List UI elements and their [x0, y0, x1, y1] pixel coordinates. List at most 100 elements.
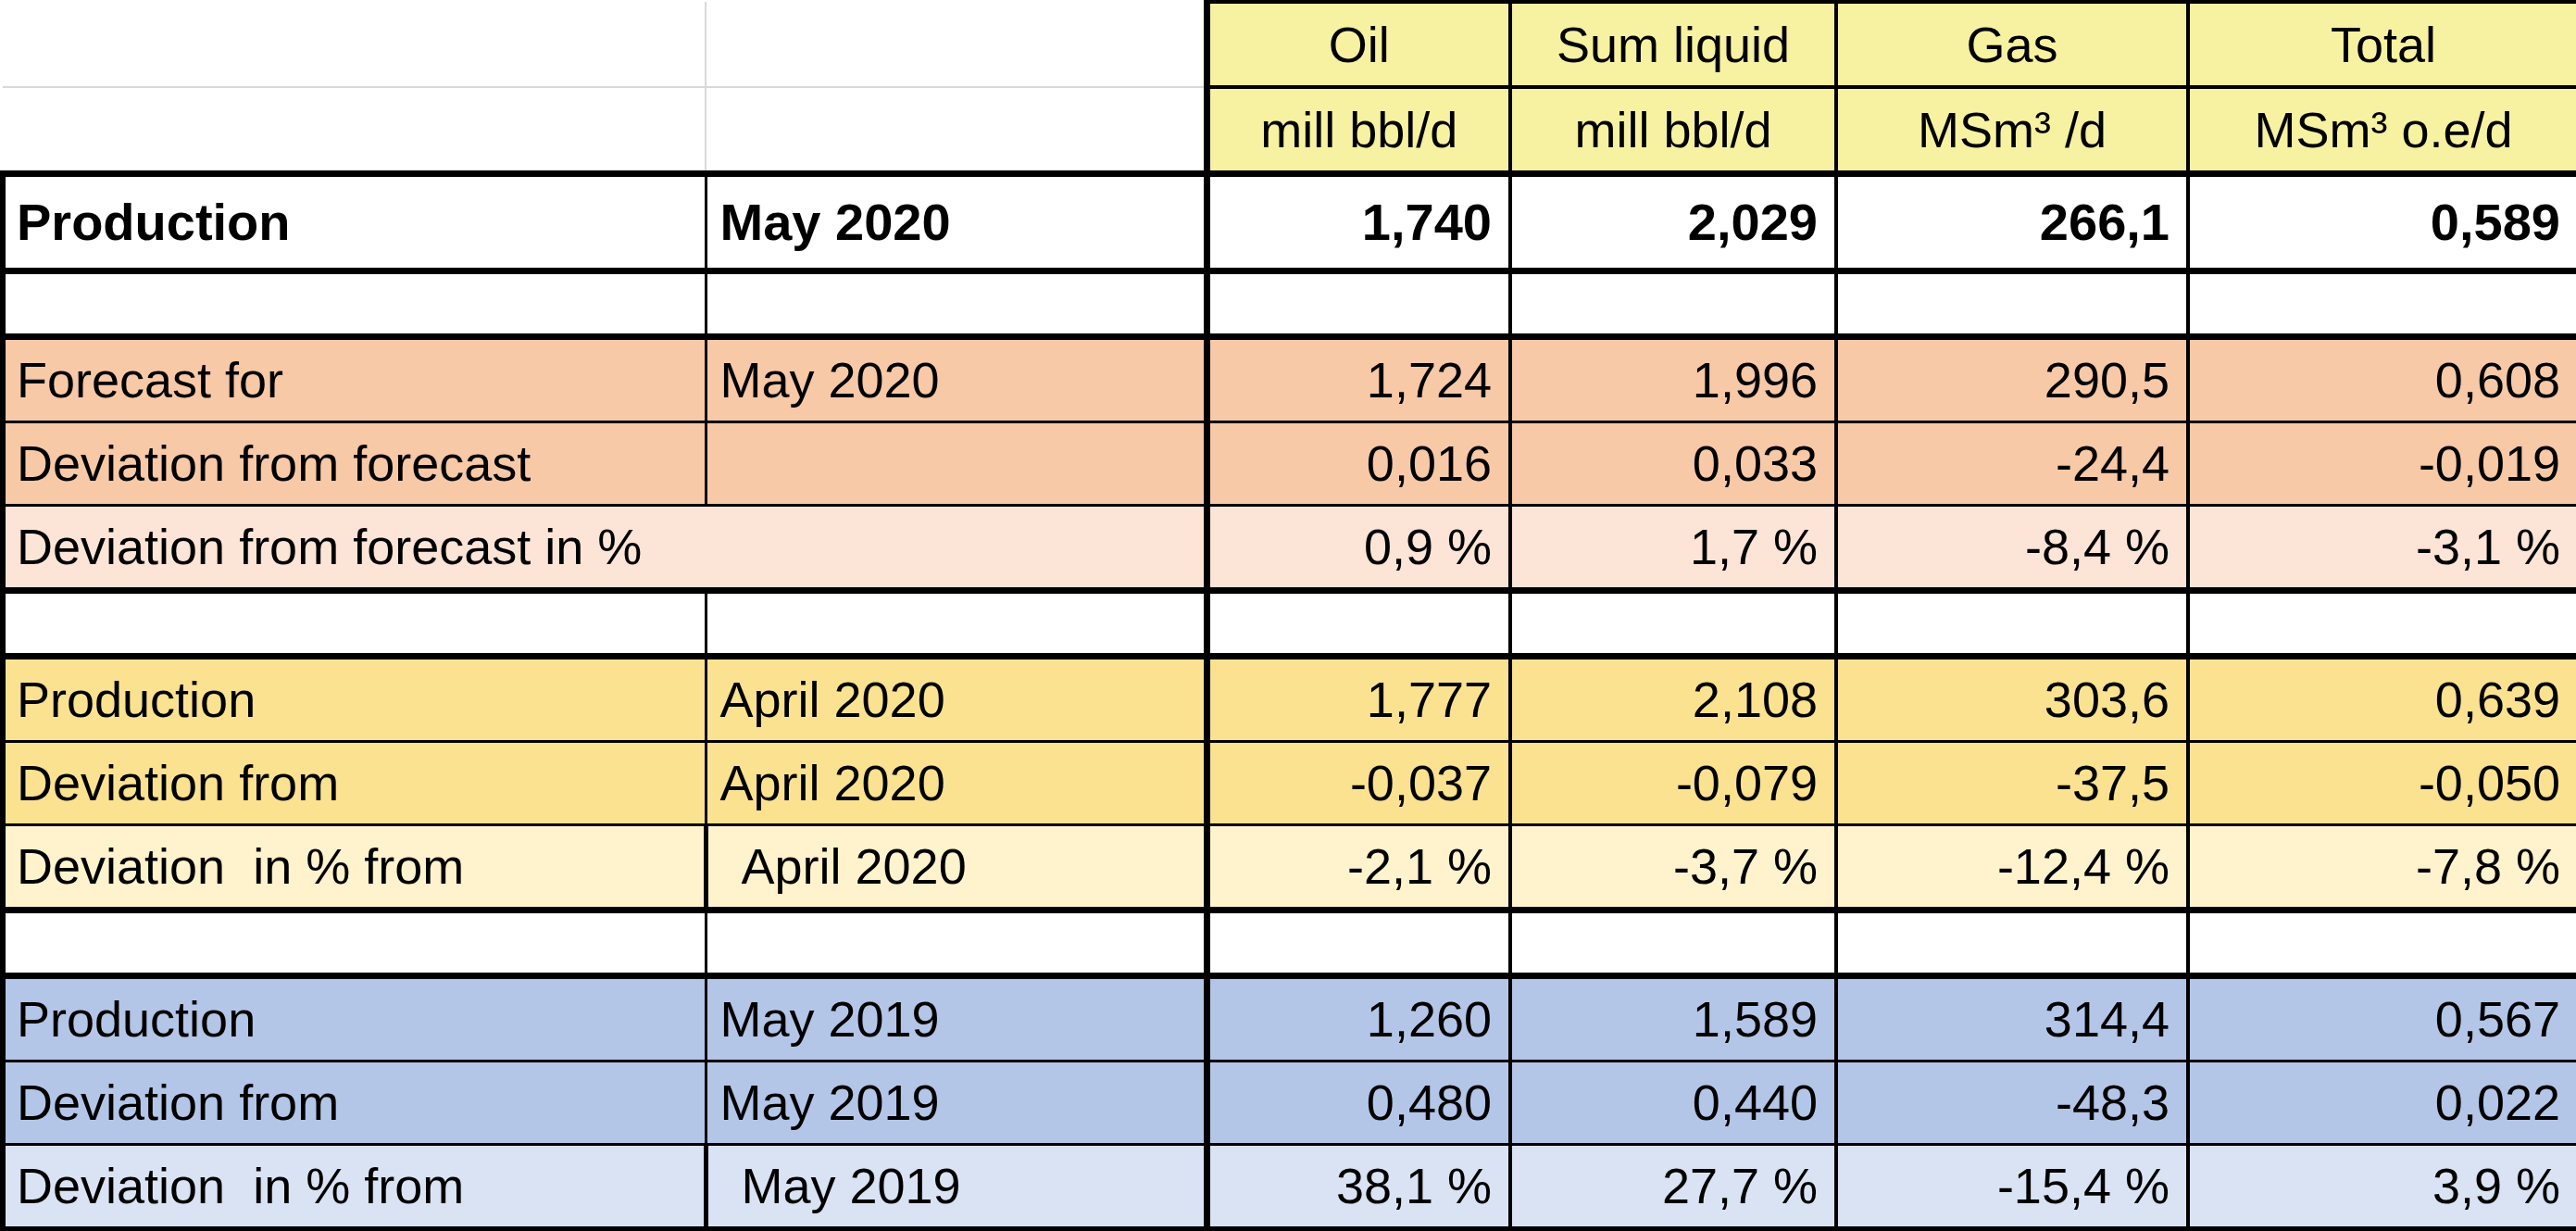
cell[interactable]: [1207, 911, 1510, 976]
row-production-april: Production April 2020 1,777 2,108 303,6 …: [3, 657, 2576, 742]
cell-value[interactable]: 0,9 %: [1207, 506, 1510, 591]
cell[interactable]: [1836, 591, 2188, 657]
cell-value[interactable]: -3,1 %: [2188, 506, 2576, 591]
cell-value[interactable]: 0,608: [2188, 337, 2576, 422]
cell-label[interactable]: Forecast for: [3, 337, 706, 422]
row-forecast: Forecast for May 2020 1,724 1,996 290,5 …: [3, 337, 2576, 422]
cell-value[interactable]: 1,724: [1207, 337, 1510, 422]
spreadsheet-table: Oil Sum liquid Gas Total mill bbl/d mill…: [0, 0, 2576, 1231]
unit-sum-liquid[interactable]: mill bbl/d: [1510, 87, 1836, 174]
cell[interactable]: [706, 591, 1207, 657]
cell-period[interactable]: April 2020: [706, 742, 1207, 825]
unit-gas[interactable]: MSm³ /d: [1836, 87, 2188, 174]
cell[interactable]: [706, 271, 1207, 337]
cell-value[interactable]: 1,740: [1207, 174, 1510, 271]
cell-value[interactable]: 27,7 %: [1510, 1145, 1836, 1229]
cell-value[interactable]: 0,440: [1510, 1061, 1836, 1145]
cell-label[interactable]: Production: [3, 976, 706, 1061]
cell-label[interactable]: Deviation from: [3, 1061, 706, 1145]
cell[interactable]: [1510, 271, 1836, 337]
cell[interactable]: [3, 87, 706, 174]
spacer-row: [3, 591, 2576, 657]
cell-value[interactable]: 314,4: [1836, 976, 2188, 1061]
cell-value[interactable]: 1,7 %: [1510, 506, 1836, 591]
cell-value[interactable]: 3,9 %: [2188, 1145, 2576, 1229]
cell-label[interactable]: Deviation from: [3, 742, 706, 825]
row-production-current: Production May 2020 1,740 2,029 266,1 0,…: [3, 174, 2576, 271]
cell-label[interactable]: Deviation in % from: [3, 1145, 706, 1229]
cell-value[interactable]: 1,996: [1510, 337, 1836, 422]
cell-value[interactable]: -7,8 %: [2188, 825, 2576, 911]
cell-value[interactable]: 0,589: [2188, 174, 2576, 271]
column-header-oil[interactable]: Oil: [1207, 2, 1510, 87]
cell-period[interactable]: May 2019: [706, 976, 1207, 1061]
cell-period[interactable]: May 2019: [706, 1145, 1207, 1229]
cell-value[interactable]: 0,022: [2188, 1061, 2576, 1145]
cell-value[interactable]: 2,108: [1510, 657, 1836, 742]
cell-value[interactable]: 1,589: [1510, 976, 1836, 1061]
cell-period[interactable]: [706, 422, 1207, 506]
row-deviation-may2019-pct: Deviation in % from May 2019 38,1 % 27,7…: [3, 1145, 2576, 1229]
cell[interactable]: [706, 87, 1207, 174]
cell-label[interactable]: Deviation from forecast in %: [3, 506, 1207, 591]
cell-value[interactable]: 0,567: [2188, 976, 2576, 1061]
cell[interactable]: [2188, 911, 2576, 976]
cell-value[interactable]: -3,7 %: [1510, 825, 1836, 911]
cell-period[interactable]: May 2020: [706, 174, 1207, 271]
cell-period[interactable]: May 2019: [706, 1061, 1207, 1145]
cell[interactable]: [2188, 271, 2576, 337]
row-deviation-april: Deviation from April 2020 -0,037 -0,079 …: [3, 742, 2576, 825]
cell[interactable]: [1510, 911, 1836, 976]
column-header-total[interactable]: Total: [2188, 2, 2576, 87]
cell[interactable]: [1836, 271, 2188, 337]
cell-value[interactable]: 0,480: [1207, 1061, 1510, 1145]
cell[interactable]: [706, 2, 1207, 87]
row-deviation-april-pct: Deviation in % from April 2020 -2,1 % -3…: [3, 825, 2576, 911]
cell-value[interactable]: -8,4 %: [1836, 506, 2188, 591]
column-header-sum-liquid[interactable]: Sum liquid: [1510, 2, 1836, 87]
cell-label[interactable]: Production: [3, 174, 706, 271]
cell-value[interactable]: -37,5: [1836, 742, 2188, 825]
cell[interactable]: [1510, 591, 1836, 657]
cell-label[interactable]: Deviation from forecast: [3, 422, 706, 506]
cell[interactable]: [1207, 271, 1510, 337]
cell-period[interactable]: April 2020: [706, 657, 1207, 742]
cell[interactable]: [2188, 591, 2576, 657]
unit-oil[interactable]: mill bbl/d: [1207, 87, 1510, 174]
cell[interactable]: [1836, 911, 2188, 976]
cell-value[interactable]: 2,029: [1510, 174, 1836, 271]
cell[interactable]: [3, 271, 706, 337]
cell-value[interactable]: -48,3: [1836, 1061, 2188, 1145]
cell-label[interactable]: Production: [3, 657, 706, 742]
cell[interactable]: [3, 911, 706, 976]
cell-value[interactable]: 303,6: [1836, 657, 2188, 742]
cell-period[interactable]: May 2020: [706, 337, 1207, 422]
cell[interactable]: [1207, 591, 1510, 657]
cell-value[interactable]: 1,260: [1207, 976, 1510, 1061]
cell-period[interactable]: April 2020: [706, 825, 1207, 911]
cell-label[interactable]: Deviation in % from: [3, 825, 706, 911]
row-production-may2019: Production May 2019 1,260 1,589 314,4 0,…: [3, 976, 2576, 1061]
cell-value[interactable]: 0,033: [1510, 422, 1836, 506]
cell-value[interactable]: -15,4 %: [1836, 1145, 2188, 1229]
cell-value[interactable]: -0,019: [2188, 422, 2576, 506]
cell-value[interactable]: -12,4 %: [1836, 825, 2188, 911]
column-header-gas[interactable]: Gas: [1836, 2, 2188, 87]
cell-value[interactable]: -0,079: [1510, 742, 1836, 825]
cell[interactable]: [3, 591, 706, 657]
row-deviation-forecast-pct: Deviation from forecast in % 0,9 % 1,7 %…: [3, 506, 2576, 591]
row-deviation-may2019: Deviation from May 2019 0,480 0,440 -48,…: [3, 1061, 2576, 1145]
cell-value[interactable]: 0,639: [2188, 657, 2576, 742]
unit-total[interactable]: MSm³ o.e/d: [2188, 87, 2576, 174]
cell-value[interactable]: -24,4: [1836, 422, 2188, 506]
cell-value[interactable]: 0,016: [1207, 422, 1510, 506]
cell-value[interactable]: 290,5: [1836, 337, 2188, 422]
cell[interactable]: [3, 2, 706, 87]
cell-value[interactable]: -0,037: [1207, 742, 1510, 825]
cell-value[interactable]: 38,1 %: [1207, 1145, 1510, 1229]
cell-value[interactable]: 266,1: [1836, 174, 2188, 271]
cell-value[interactable]: 1,777: [1207, 657, 1510, 742]
cell-value[interactable]: -0,050: [2188, 742, 2576, 825]
cell[interactable]: [706, 911, 1207, 976]
cell-value[interactable]: -2,1 %: [1207, 825, 1510, 911]
